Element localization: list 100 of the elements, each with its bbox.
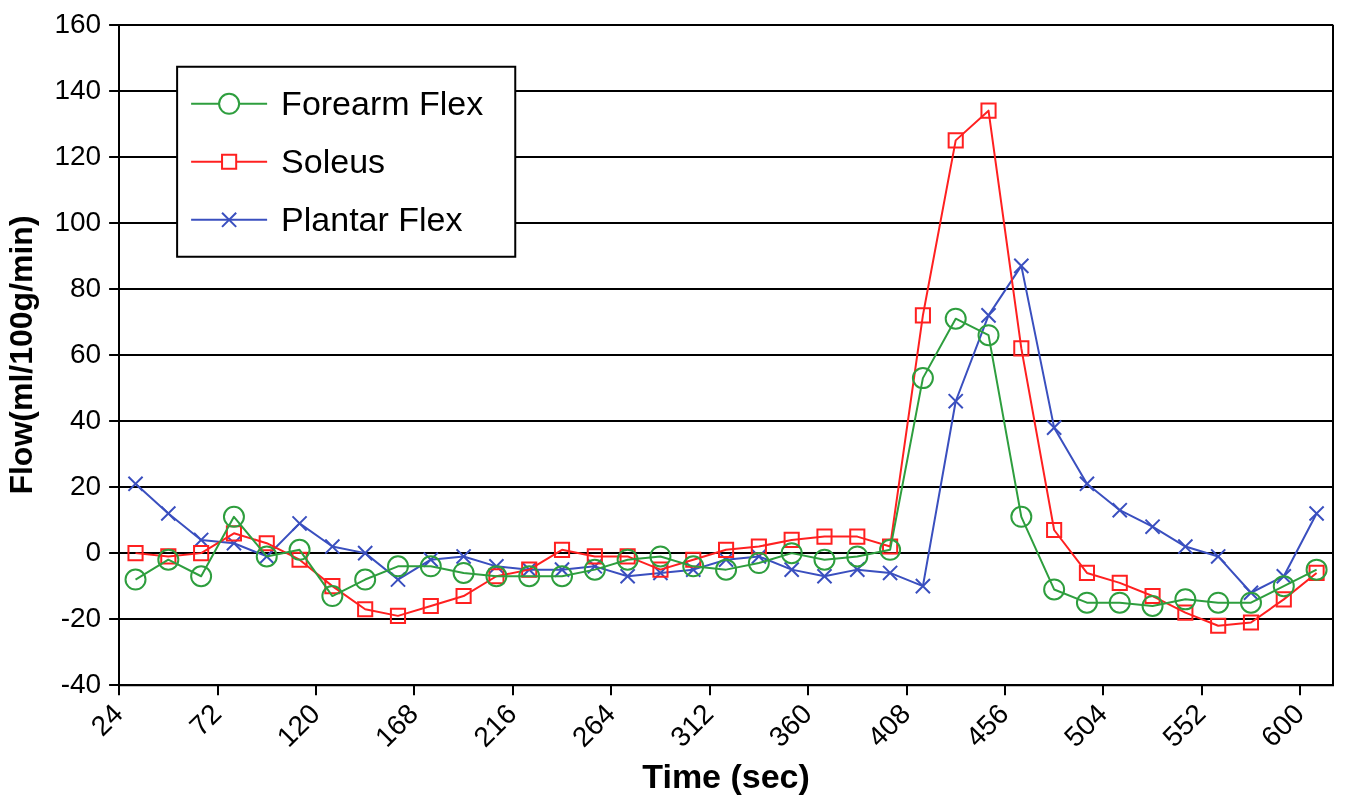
point [553,541,571,558]
point [1210,548,1227,565]
point [1275,568,1292,585]
x-tick-label: 72 [183,697,228,742]
x-tick-label: 312 [664,697,720,753]
y-tick-label: 60 [69,337,102,369]
point [816,528,833,545]
point [190,565,213,588]
y-tick-label: -40 [60,667,102,699]
point [386,555,409,578]
point [1174,588,1197,611]
point [715,558,738,581]
point [1013,257,1030,274]
point [879,538,902,561]
point [258,535,275,552]
point [291,551,308,568]
point [157,548,180,571]
point [354,568,377,591]
point [1141,594,1164,617]
point [1075,591,1098,614]
point [583,558,606,581]
y-tick-label: 80 [69,271,102,303]
point [1177,604,1194,621]
x-tick-label: 216 [467,697,523,753]
point [551,565,574,588]
point [846,545,869,568]
point [1242,584,1260,601]
point [1046,521,1063,539]
point [1043,578,1066,601]
point [357,545,374,562]
point [321,585,344,608]
x-tick-label: 360 [762,697,818,753]
point [947,393,964,410]
point [1144,587,1161,605]
point [222,505,245,528]
x-tick-label: 600 [1254,697,1310,753]
point [682,555,705,578]
y-tick-label: 160 [54,7,102,39]
point [422,597,439,615]
point [488,558,505,575]
point [389,571,407,588]
x-tick-label: 24 [84,697,129,742]
point [1013,340,1030,357]
point [911,367,934,390]
point [1111,502,1128,519]
point [849,561,866,578]
point [747,552,770,575]
point [389,607,407,624]
point [914,307,931,324]
point [1078,475,1096,492]
point [649,545,672,568]
legend-label: Soleus [281,142,386,181]
y-tick-label: 40 [69,403,102,435]
x-tick-label: 504 [1058,697,1114,753]
point [1275,591,1292,608]
point [518,565,541,588]
point [586,548,603,565]
point [1207,591,1230,614]
point [783,561,800,578]
point [419,555,442,578]
y-tick-label: 120 [54,139,102,171]
point [455,587,472,605]
point [1010,505,1033,528]
point [452,561,475,584]
point [750,538,767,555]
x-tick-label: 408 [861,697,917,753]
point [717,551,735,568]
point [193,545,210,562]
point [783,531,800,548]
x-tick-label: 264 [565,697,621,753]
point [127,545,144,562]
point [717,541,735,558]
point [1305,558,1328,581]
point [1308,505,1325,522]
y-tick-label: 0 [85,535,102,567]
y-tick-label: 140 [54,73,102,105]
point [1108,591,1131,614]
point [288,538,311,561]
point [193,531,210,548]
point [324,538,341,555]
point [780,542,803,565]
point [813,548,836,571]
point [1210,617,1227,634]
point [914,578,931,595]
y-axis-title: Flow(ml/100g/min) [3,215,40,495]
point [944,307,967,330]
point [324,578,341,595]
x-tick-label: 552 [1156,697,1212,753]
x-tick-label: 456 [959,697,1015,753]
point [357,601,374,618]
point [882,564,899,582]
point [124,568,147,591]
point [1239,591,1262,614]
point [1144,518,1161,535]
x-tick-label: 168 [369,697,425,753]
point [947,132,964,149]
y-tick-label: 100 [54,205,102,237]
x-axis-title: Time (sec) [642,757,810,796]
point [455,548,472,565]
point [652,564,669,582]
